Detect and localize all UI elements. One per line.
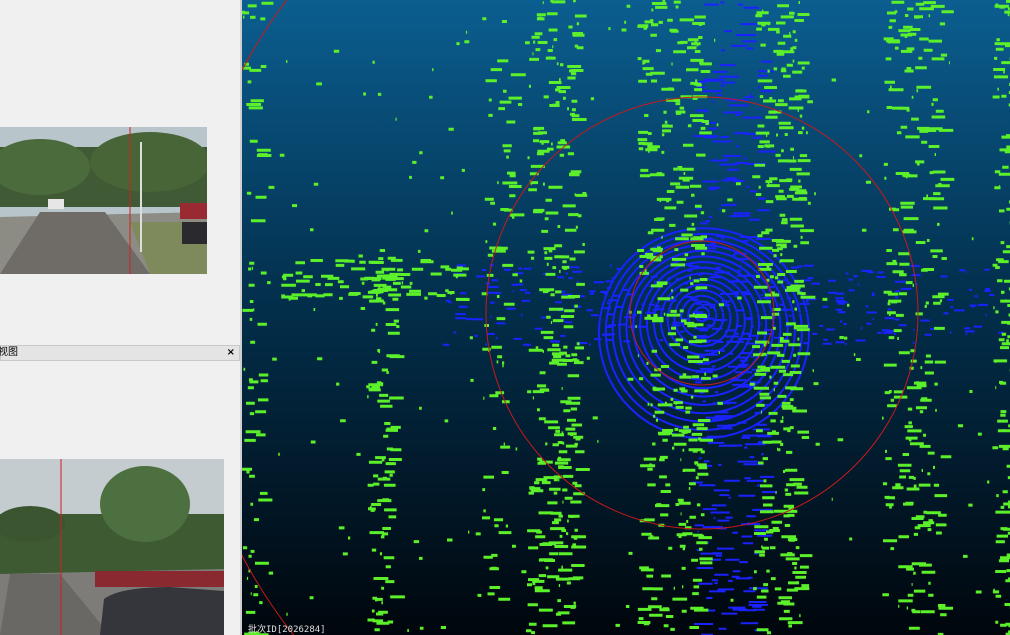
panel-title: 视图 (0, 347, 18, 358)
point-cloud-view (242, 0, 1010, 635)
batch-id: 批次ID[2026284] (248, 625, 326, 635)
camera-image-1 (0, 127, 207, 274)
panel-header: 视图 × (0, 345, 240, 361)
close-button[interactable]: × (226, 347, 235, 358)
object-points (242, 0, 1010, 635)
camera-image-2 (0, 459, 224, 635)
range-rings (242, 0, 919, 635)
side-panel: 视图 × (0, 0, 242, 635)
